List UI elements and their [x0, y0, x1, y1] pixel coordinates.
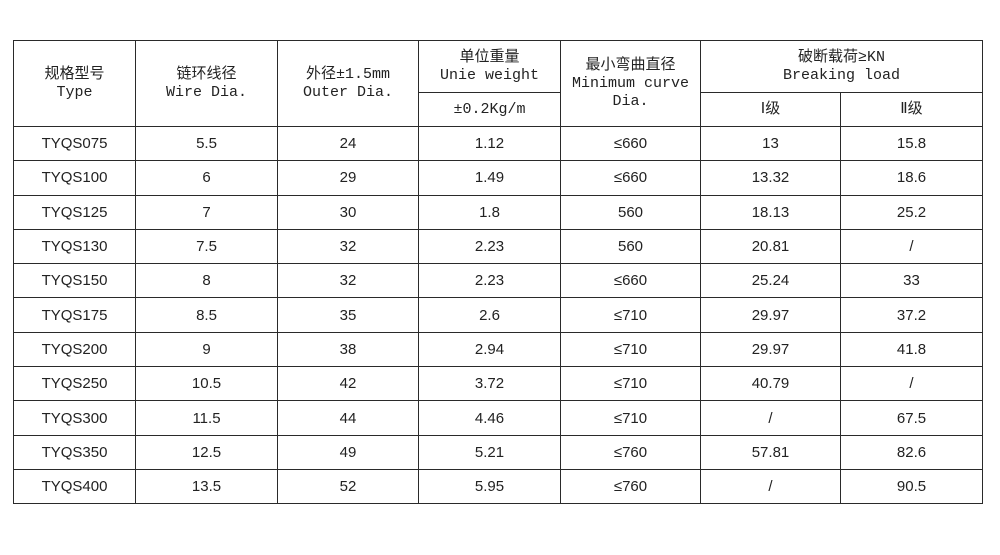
cell-grade-2: 33 — [840, 263, 983, 299]
cell-outer-dia: 35 — [277, 297, 419, 333]
table-row: TYQS400 13.5 52 5.95 ≤760/90.5 — [13, 468, 983, 505]
cell-type: TYQS100 — [13, 160, 136, 196]
cell-unit-weight: 1.8 — [418, 194, 561, 230]
cell-type: TYQS130 — [13, 228, 136, 265]
header-wire-dia: 链环线径 Wire Dia. — [135, 40, 278, 127]
cell-grade-2: / — [840, 366, 983, 402]
cell-grade-1: 13.32 — [700, 160, 841, 196]
cell-grade-1: 57.81 — [700, 434, 841, 470]
cell-min-curve-dia: ≤710 — [560, 297, 701, 333]
cell-unit-weight: 2.23 — [418, 263, 561, 299]
cell-unit-weight: 3.72 — [418, 366, 561, 402]
header-breaking-load: 破断载荷≥KN Breaking load — [700, 40, 983, 93]
cell-grade-2: 15.8 — [840, 125, 983, 162]
cell-outer-dia: 44 — [277, 400, 419, 436]
table-row: TYQS200 9 38 2.94 ≤710 29.97 41.8 — [13, 331, 983, 368]
cell-outer-dia: 49 — [277, 434, 419, 470]
cell-wire-dia: 9 — [135, 331, 278, 368]
table-row: TYQS175 8.5 35 2.6 ≤710 29.97 37.2 — [13, 297, 983, 333]
table-row: TYQS100 6 29 1.49 ≤660 13.32 18.6 — [13, 160, 983, 196]
cell-type: TYQS125 — [13, 194, 136, 230]
cell-type: TYQS400 — [13, 468, 136, 505]
cell-grade-2: 25.2 — [840, 194, 983, 230]
table-row: TYQS250 10.5 42 3.72 ≤710 40.79/ — [13, 366, 983, 402]
cell-unit-weight: 4.46 — [418, 400, 561, 436]
cell-min-curve-dia: ≤710 — [560, 400, 701, 436]
cell-grade-1: 18.13 — [700, 194, 841, 230]
cell-min-curve-dia: ≤710 — [560, 331, 701, 368]
cell-grade-1: 29.97 — [700, 297, 841, 333]
cell-min-curve-dia: ≤660 — [560, 160, 701, 196]
cell-grade-1: 25.24 — [700, 263, 841, 299]
cell-grade-1: 20.81 — [700, 228, 841, 265]
cell-min-curve-dia: ≤660 — [560, 263, 701, 299]
cell-wire-dia: 5.5 — [135, 125, 278, 162]
cell-unit-weight: 1.12 — [418, 125, 561, 162]
cell-unit-weight: 2.94 — [418, 331, 561, 368]
cell-grade-2: 90.5 — [840, 468, 983, 505]
cell-outer-dia: 29 — [277, 160, 419, 196]
cell-min-curve-dia: ≤710 — [560, 366, 701, 402]
cell-outer-dia: 38 — [277, 331, 419, 368]
cell-min-curve-dia: ≤760 — [560, 434, 701, 470]
table-row: TYQS350 12.5 49 5.21 ≤760 57.81 82.6 — [13, 434, 983, 470]
cell-wire-dia: 11.5 — [135, 400, 278, 436]
cell-wire-dia: 13.5 — [135, 468, 278, 505]
cell-type: TYQS150 — [13, 263, 136, 299]
header-type: 规格型号 Type — [13, 40, 136, 127]
cell-grade-2: / — [840, 228, 983, 265]
cell-outer-dia: 30 — [277, 194, 419, 230]
header-unit-weight: 单位重量 Unie weight — [418, 40, 561, 93]
cell-min-curve-dia: 560 — [560, 194, 701, 230]
table-row: TYQS150 8 32 2.23 ≤660 25.24 33 — [13, 263, 983, 299]
cell-wire-dia: 7 — [135, 194, 278, 230]
cell-unit-weight: 5.21 — [418, 434, 561, 470]
cell-grade-1: 29.97 — [700, 331, 841, 368]
cell-unit-weight: 1.49 — [418, 160, 561, 196]
cell-outer-dia: 32 — [277, 263, 419, 299]
cell-wire-dia: 12.5 — [135, 434, 278, 470]
cell-outer-dia: 32 — [277, 228, 419, 265]
cell-type: TYQS250 — [13, 366, 136, 402]
cell-wire-dia: 7.5 — [135, 228, 278, 265]
table-row: TYQS130 7.5 32 2.23 560 20.81/ — [13, 228, 983, 265]
cell-min-curve-dia: ≤760 — [560, 468, 701, 505]
cell-grade-1: / — [700, 400, 841, 436]
table-row: TYQS075 5.5 24 1.12 ≤660 13 15.8 — [13, 125, 983, 162]
cell-type: TYQS200 — [13, 331, 136, 368]
cell-type: TYQS300 — [13, 400, 136, 436]
cell-grade-2: 18.6 — [840, 160, 983, 196]
header-min-curve-dia: 最小弯曲直径 Minimum curve Dia. — [560, 40, 701, 127]
cell-grade-2: 37.2 — [840, 297, 983, 333]
table-row: TYQS125 7 30 1.8 560 18.13 25.2 — [13, 194, 983, 230]
cell-grade-2: 82.6 — [840, 434, 983, 470]
header-outer-dia: 外径±1.5mm Outer Dia. — [277, 40, 419, 127]
cell-outer-dia: 24 — [277, 125, 419, 162]
cell-grade-2: 67.5 — [840, 400, 983, 436]
cell-outer-dia: 52 — [277, 468, 419, 505]
cell-wire-dia: 6 — [135, 160, 278, 196]
header-grade-2: Ⅱ级 — [840, 92, 983, 127]
cell-type: TYQS350 — [13, 434, 136, 470]
cell-grade-1: 40.79 — [700, 366, 841, 402]
cell-type: TYQS075 — [13, 125, 136, 162]
cell-grade-1: / — [700, 468, 841, 505]
cell-unit-weight: 2.23 — [418, 228, 561, 265]
cell-wire-dia: 10.5 — [135, 366, 278, 402]
cell-grade-2: 41.8 — [840, 331, 983, 368]
header-weight-unit: ±0.2Kg/m — [418, 92, 561, 127]
table-row: TYQS300 11.5 44 4.46 ≤710/67.5 — [13, 400, 983, 436]
cell-unit-weight: 2.6 — [418, 297, 561, 333]
cell-type: TYQS175 — [13, 297, 136, 333]
cell-outer-dia: 42 — [277, 366, 419, 402]
cell-unit-weight: 5.95 — [418, 468, 561, 505]
cell-wire-dia: 8.5 — [135, 297, 278, 333]
header-grade-1: Ⅰ级 — [700, 92, 841, 127]
spec-table: 规格型号 Type 链环线径 Wire Dia. 外径±1.5mm Outer Dia… — [13, 40, 983, 505]
cell-wire-dia: 8 — [135, 263, 278, 299]
cell-min-curve-dia: ≤660 — [560, 125, 701, 162]
cell-min-curve-dia: 560 — [560, 228, 701, 265]
cell-grade-1: 13 — [700, 125, 841, 162]
